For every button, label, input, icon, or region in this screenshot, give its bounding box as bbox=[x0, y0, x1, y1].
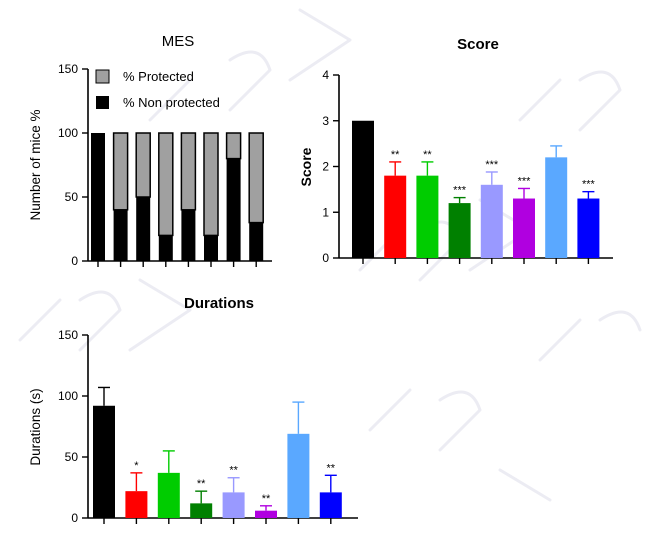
significance-label: ** bbox=[197, 478, 206, 490]
y-tick-label: 150 bbox=[58, 62, 78, 76]
bar-non-protected bbox=[181, 209, 196, 261]
y-tick-label: 3 bbox=[322, 114, 329, 128]
bar-non-protected bbox=[249, 222, 264, 261]
y-tick-label: 100 bbox=[58, 389, 78, 403]
chart-title: MES bbox=[162, 33, 195, 50]
y-tick-label: 0 bbox=[71, 511, 78, 525]
mes-chart: MES Number of mice % % Protected % Non p… bbox=[28, 33, 272, 268]
y-tick-label: 50 bbox=[65, 450, 79, 464]
bar-non-protected bbox=[91, 133, 105, 261]
y-tick-label: 1 bbox=[322, 205, 329, 219]
bar bbox=[480, 184, 503, 258]
y-tick-label: 150 bbox=[58, 328, 78, 342]
y-tick-label: 50 bbox=[65, 190, 79, 204]
bar bbox=[384, 175, 407, 258]
durations-chart: Durations Durations (s) 050100150*******… bbox=[28, 295, 358, 525]
bar-protected bbox=[158, 132, 174, 237]
bar bbox=[190, 503, 213, 518]
bar bbox=[352, 120, 374, 258]
significance-label: * bbox=[134, 460, 139, 472]
y-tick-label: 100 bbox=[58, 126, 78, 140]
chart-title: Score bbox=[457, 36, 499, 53]
bar bbox=[416, 175, 439, 258]
bar-protected bbox=[225, 132, 242, 160]
bar-non-protected bbox=[158, 235, 173, 261]
legend-swatch-non-protected bbox=[96, 96, 109, 109]
legend-label-protected: % Protected bbox=[123, 69, 194, 84]
bar bbox=[513, 198, 535, 258]
bar-non-protected bbox=[226, 158, 241, 261]
y-axis-label: Score bbox=[298, 147, 314, 186]
significance-label: ** bbox=[391, 149, 400, 161]
bar bbox=[255, 510, 277, 518]
bar-protected bbox=[248, 132, 264, 224]
bar bbox=[222, 492, 245, 518]
significance-label: ** bbox=[262, 493, 271, 505]
legend-label-non-protected: % Non protected bbox=[123, 95, 220, 110]
significance-label: ** bbox=[423, 149, 432, 161]
significance-label: *** bbox=[453, 185, 467, 197]
y-tick-label: 0 bbox=[322, 251, 329, 265]
bar-protected bbox=[112, 132, 129, 211]
y-axis-label: Durations (s) bbox=[28, 388, 43, 465]
bar bbox=[93, 405, 115, 518]
legend-swatch-protected bbox=[95, 69, 110, 84]
bar-protected bbox=[180, 132, 197, 211]
bar bbox=[545, 157, 568, 258]
bar-protected bbox=[203, 132, 219, 237]
significance-label: *** bbox=[582, 179, 596, 191]
bar-non-protected bbox=[136, 197, 151, 261]
bar-protected bbox=[135, 132, 151, 198]
significance-label: ** bbox=[229, 465, 238, 477]
significance-label: ** bbox=[327, 462, 336, 474]
bar bbox=[448, 203, 471, 258]
significance-label: *** bbox=[518, 175, 532, 187]
bar-non-protected bbox=[204, 235, 218, 261]
bar bbox=[577, 198, 600, 258]
legend: % Protected % Non protected bbox=[95, 69, 220, 110]
bar bbox=[287, 433, 310, 518]
y-tick-label: 0 bbox=[71, 254, 78, 268]
y-tick-label: 4 bbox=[322, 68, 329, 82]
bar bbox=[125, 491, 148, 518]
bar bbox=[319, 492, 342, 518]
bar bbox=[157, 472, 180, 518]
chart-title: Durations bbox=[184, 295, 254, 312]
y-tick-label: 2 bbox=[322, 160, 329, 174]
y-axis-label: Number of mice % bbox=[28, 109, 43, 220]
significance-label: *** bbox=[485, 159, 499, 171]
bar-non-protected bbox=[113, 209, 128, 261]
